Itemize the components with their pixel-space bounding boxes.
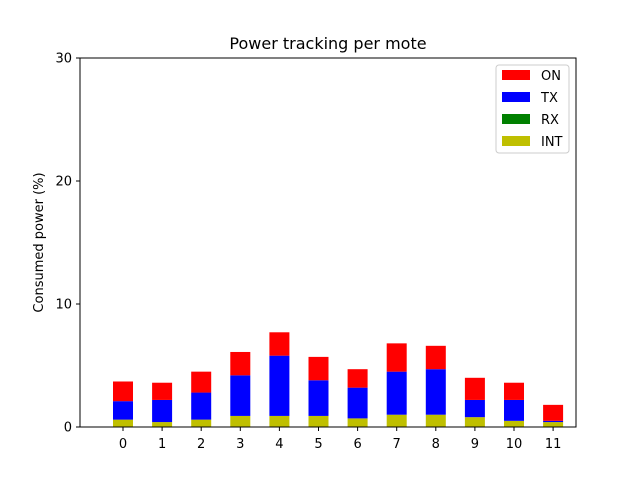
bar-int-9 — [464, 417, 485, 427]
legend-swatch-int — [502, 136, 530, 146]
x-tick-label: 8 — [432, 437, 440, 452]
bar-on-0 — [113, 381, 133, 402]
x-axis-ticks: 0 1 2 3 4 5 6 7 8 9 10 11 — [119, 427, 562, 452]
bar-tx-10 — [504, 399, 524, 421]
bar-on-10 — [504, 382, 524, 400]
bar-on-7 — [386, 343, 407, 372]
bar-tx-0 — [113, 401, 133, 420]
x-tick-label: 9 — [471, 437, 479, 452]
x-tick-label: 6 — [353, 437, 361, 452]
x-tick-label: 0 — [119, 437, 127, 452]
bar-tx-5 — [308, 380, 329, 416]
bar-int-1 — [152, 422, 173, 427]
bar-on-4 — [269, 332, 290, 356]
bar-int-11 — [543, 422, 564, 427]
bar-tx-8 — [425, 369, 446, 415]
y-tick-label: 20 — [55, 175, 72, 190]
bar-on-6 — [347, 369, 368, 388]
bar-tx-11 — [543, 420, 564, 423]
chart-title: Power tracking per mote — [229, 34, 426, 53]
bar-on-9 — [464, 377, 485, 400]
y-axis-ticks: 0 10 20 30 — [55, 52, 80, 436]
x-tick-label: 5 — [314, 437, 322, 452]
bar-tx-7 — [386, 371, 407, 415]
bar-int-6 — [347, 418, 368, 427]
bar-int-4 — [269, 415, 290, 427]
x-tick-label: 7 — [393, 437, 401, 452]
legend-swatch-on — [502, 70, 530, 80]
bar-int-2 — [191, 419, 212, 427]
bar-int-3 — [230, 415, 251, 427]
bar-on-2 — [191, 371, 212, 393]
bar-tx-9 — [464, 399, 485, 418]
bar-tx-3 — [230, 375, 251, 416]
legend-label-on: ON — [541, 69, 561, 84]
x-tick-label: 10 — [506, 437, 523, 452]
legend-label-rx: RX — [541, 113, 559, 128]
x-tick-label: 2 — [197, 437, 205, 452]
y-tick-label: 0 — [64, 421, 72, 436]
bar-int-5 — [308, 415, 329, 427]
x-tick-label: 1 — [158, 437, 166, 452]
bar-int-10 — [504, 420, 524, 427]
y-tick-label: 10 — [55, 298, 72, 313]
legend-swatch-tx — [502, 92, 530, 102]
bar-on-1 — [152, 382, 173, 400]
bar-tx-6 — [347, 387, 368, 419]
bar-int-8 — [425, 414, 446, 427]
bar-on-11 — [543, 404, 564, 421]
legend-swatch-rx — [502, 114, 530, 124]
bar-on-5 — [308, 356, 329, 381]
bar-on-8 — [425, 345, 446, 370]
bar-int-7 — [386, 414, 407, 427]
bar-tx-2 — [191, 392, 212, 420]
legend-label-tx: TX — [540, 91, 558, 106]
bar-tx-4 — [269, 355, 290, 416]
axes-frame — [79, 57, 577, 428]
y-axis-label: Consumed power (%) — [32, 172, 47, 312]
bars — [113, 332, 564, 427]
bar-int-0 — [113, 419, 133, 427]
bar-on-3 — [230, 351, 251, 376]
legend-box — [495, 64, 570, 154]
x-tick-label: 4 — [275, 437, 283, 452]
x-tick-label: 11 — [545, 437, 562, 452]
legend-label-int: INT — [541, 135, 563, 150]
legend: ON TX RX INT — [495, 64, 570, 154]
bar-tx-1 — [152, 399, 173, 423]
x-tick-label: 3 — [236, 437, 244, 452]
y-tick-label: 30 — [55, 52, 72, 67]
